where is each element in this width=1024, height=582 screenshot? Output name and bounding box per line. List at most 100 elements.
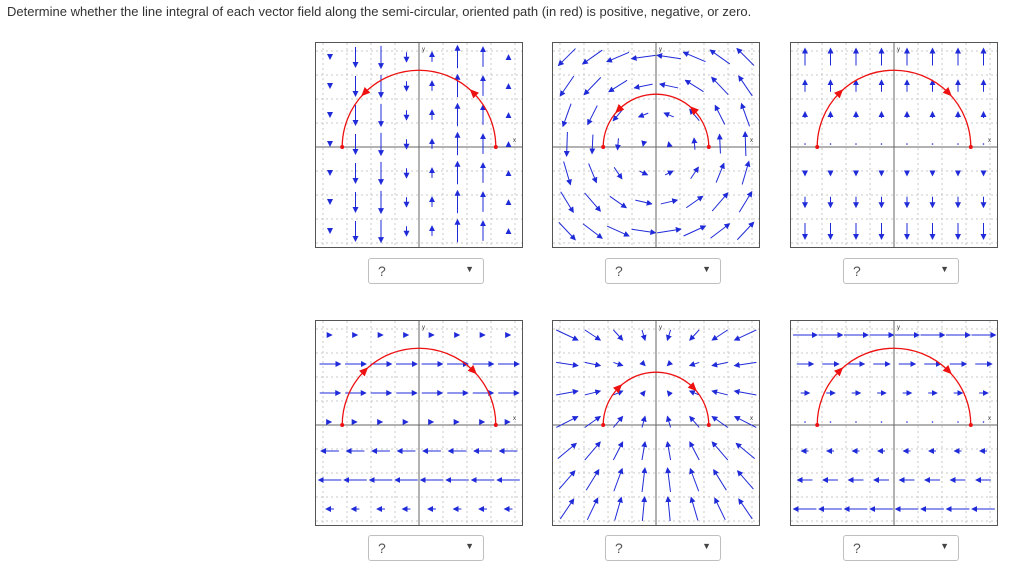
answer-dropdown-5[interactable]: ? ▼ [605, 535, 721, 561]
vector-arrow [584, 415, 602, 428]
path-direction-arrow [613, 384, 623, 394]
vector-arrow [584, 441, 601, 461]
grid-lines [791, 321, 997, 525]
vector-arrow [713, 468, 727, 491]
path-endpoint [340, 423, 345, 427]
path-endpoint [493, 423, 498, 427]
path-direction-arrow [361, 87, 371, 97]
vector-dot [880, 421, 883, 423]
vector-arrow [581, 49, 603, 65]
vector-arrow [556, 388, 579, 396]
plot-svg-5: xy [553, 321, 759, 525]
vector-arrow [637, 112, 649, 118]
answer-dropdown-1[interactable]: ? ▼ [368, 258, 484, 284]
answer-dropdown-3[interactable]: ? ▼ [843, 258, 959, 284]
path-direction-arrow [359, 367, 369, 377]
vector-dot [957, 143, 959, 145]
vector-arrow [588, 163, 598, 184]
vector-arrow [709, 49, 731, 65]
y-axis-label: y [897, 325, 900, 331]
grid-lines [553, 43, 759, 247]
vector-arrow [612, 415, 624, 428]
vector-dot [855, 421, 857, 423]
vector-dot [804, 143, 806, 145]
vector-arrow [630, 54, 656, 61]
vector-arrow [614, 138, 621, 151]
vector-arrow [585, 468, 600, 491]
vector-arrow [563, 161, 572, 186]
vector-arrow [560, 191, 574, 214]
y-axis-label: y [897, 47, 900, 53]
vector-dot [829, 421, 832, 423]
vector-dot [906, 143, 908, 145]
vector-arrow [711, 361, 728, 368]
vector-arrow [733, 388, 757, 396]
question-text: Determine whether the line integral of e… [7, 4, 752, 19]
vector-arrow [710, 223, 731, 239]
chevron-down-icon: ▼ [465, 541, 474, 551]
vector-arrow [736, 47, 755, 66]
path-direction-arrow [834, 89, 844, 99]
x-axis-label: x [988, 138, 991, 144]
oriented-path [602, 93, 710, 148]
vector-arrow [682, 51, 706, 63]
vector-arrow [690, 166, 699, 180]
path-direction-arrow [942, 365, 952, 375]
vector-arrow [691, 137, 698, 150]
vector-arrow [641, 467, 648, 492]
grid-lines [316, 43, 522, 247]
answer-dropdown-6[interactable]: ? ▼ [843, 535, 959, 561]
vector-arrow [689, 496, 699, 521]
vector-arrow [641, 140, 648, 147]
vector-arrow [584, 361, 602, 368]
answer-value-4: ? [378, 540, 386, 556]
vector-arrow [584, 329, 602, 341]
vector-arrow [742, 131, 749, 157]
vector-arrow [711, 441, 729, 461]
vector-arrow [640, 329, 647, 342]
chevron-down-icon: ▼ [702, 264, 711, 274]
y-axis-label: y [659, 47, 662, 53]
vector-arrow [689, 467, 700, 492]
answer-value-1: ? [378, 263, 386, 279]
vector-arrow [612, 441, 624, 461]
vector-arrow [608, 79, 628, 93]
vector-arrow [609, 195, 628, 209]
vector-arrow [586, 497, 599, 521]
vector-arrow [716, 133, 723, 154]
oriented-path [816, 69, 972, 148]
vector-arrow [689, 329, 700, 341]
vector-arrow [583, 76, 602, 96]
vector-arrow [561, 103, 572, 128]
path-endpoint [706, 423, 711, 427]
vector-arrow [556, 361, 579, 368]
vector-arrow [641, 440, 648, 461]
vector-arrow [589, 134, 596, 155]
path-direction-arrow [687, 382, 697, 392]
vector-arrow [641, 496, 648, 521]
vector-dot [931, 143, 934, 145]
chevron-down-icon: ▼ [702, 541, 711, 551]
vector-arrow [558, 470, 576, 490]
vector-dot [931, 421, 934, 423]
vector-dot [957, 421, 959, 423]
vector-arrow [683, 225, 707, 237]
grid-lines [791, 43, 997, 247]
answer-dropdown-2[interactable]: ? ▼ [605, 258, 721, 284]
vector-arrow [711, 192, 729, 212]
answer-value-2: ? [615, 263, 623, 279]
path-direction-arrow [689, 106, 699, 116]
vector-arrow [688, 361, 700, 367]
vector-arrow [557, 442, 577, 460]
vector-arrow [666, 141, 673, 148]
vector-dot [804, 421, 806, 423]
vector-arrow [613, 167, 623, 180]
answer-dropdown-4[interactable]: ? ▼ [368, 535, 484, 561]
vector-arrow [657, 226, 682, 234]
oriented-path [341, 69, 497, 148]
x-axis-label: x [513, 138, 516, 144]
vector-arrow [715, 162, 725, 183]
oriented-path [602, 371, 710, 426]
vector-arrow [711, 415, 729, 428]
